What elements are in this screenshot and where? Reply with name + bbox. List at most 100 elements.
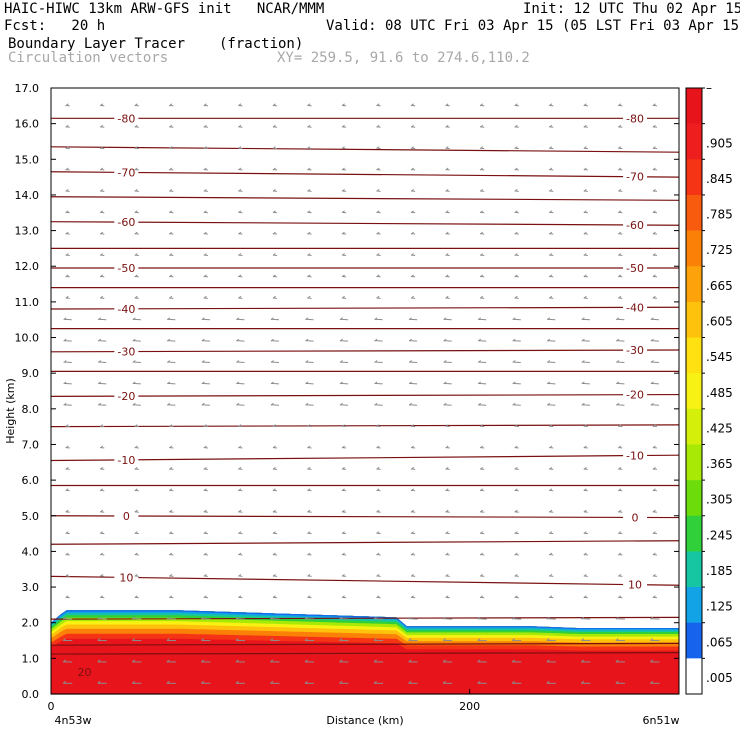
- vector-arrowhead: [166, 616, 170, 620]
- vector-arrowhead: [304, 659, 308, 663]
- vector-arrowhead: [97, 360, 102, 363]
- vector-arrowhead: [650, 680, 654, 684]
- y-tick-label: 3.0: [22, 581, 40, 594]
- contour-label: -40: [626, 301, 644, 314]
- vector-arrow: [409, 318, 418, 321]
- y-tick-label: 12.0: [15, 260, 40, 273]
- vector-arrowhead: [514, 231, 518, 235]
- vector-arrow: [581, 404, 590, 406]
- vector-arrowhead: [341, 445, 345, 449]
- colorbar-swatch: [686, 373, 702, 410]
- vector-arrowhead: [99, 488, 104, 492]
- vector-arrowhead: [305, 381, 309, 385]
- vector-arrowhead: [272, 253, 276, 256]
- vector-arrowhead: [341, 531, 345, 534]
- colorbar-swatch: [686, 587, 702, 624]
- contour-label-bg: [114, 345, 139, 358]
- vector-arrowhead: [203, 488, 207, 492]
- vector-arrowhead: [307, 210, 311, 214]
- vector-arrowhead: [618, 424, 622, 428]
- vector-arrowhead: [166, 680, 170, 684]
- vector-arrowhead: [203, 295, 207, 299]
- vector-arrowhead: [307, 424, 311, 428]
- vector-arrowhead: [339, 402, 343, 406]
- colorbar-label: .005: [706, 671, 733, 685]
- contour-label-bg: [623, 578, 648, 591]
- vector-arrowhead: [511, 680, 516, 684]
- vector-arrowhead: [445, 509, 449, 513]
- vector-arrowhead: [442, 616, 446, 620]
- vector-arrowhead: [376, 124, 380, 128]
- y-tick-label: 6.0: [22, 474, 40, 487]
- vector-arrowhead: [203, 467, 207, 470]
- contour-line: [50, 196, 680, 201]
- vector-arrowhead: [548, 146, 553, 149]
- vector-arrowhead: [307, 188, 311, 192]
- colorbar-swatch: [686, 480, 702, 517]
- vector-arrowhead: [235, 638, 239, 641]
- vector-arrowhead: [583, 552, 587, 556]
- vector-arrowhead: [169, 424, 173, 428]
- vector-arrowhead: [583, 167, 587, 171]
- vector-arrowhead: [445, 552, 449, 556]
- vector-arrowhead: [445, 595, 449, 599]
- vector-arrow: [616, 318, 625, 321]
- contour-line: [50, 575, 680, 586]
- vector-arrowhead: [583, 488, 587, 492]
- vector-arrowhead: [65, 146, 69, 149]
- vector-arrowhead: [514, 424, 518, 428]
- y-tick-label: 2.0: [22, 617, 40, 630]
- vector-arrow: [132, 361, 141, 363]
- vector-arrowhead: [650, 338, 654, 342]
- vector-arrow: [201, 404, 210, 406]
- plot-frame: [50, 87, 680, 695]
- vector-arrowhead: [169, 445, 173, 449]
- vector-arrow: [409, 382, 418, 385]
- vector-arrowhead: [307, 274, 311, 278]
- colorbar-label: .605: [706, 314, 733, 328]
- vector-arrowhead: [442, 680, 446, 684]
- vector-arrowhead: [134, 210, 138, 214]
- vector-arrowhead: [479, 231, 484, 235]
- colorbar-swatch: [686, 159, 702, 196]
- vector-arrow: [340, 361, 349, 363]
- vector-arrowhead: [443, 317, 447, 321]
- vector-arrowhead: [169, 488, 173, 492]
- contour-label-bg: [114, 302, 139, 315]
- vector-arrowhead: [203, 595, 207, 599]
- vector-arrowhead: [650, 638, 654, 641]
- contour-label-bg: [623, 218, 648, 231]
- vector-arrowhead: [652, 552, 656, 556]
- vector-arrowhead: [272, 146, 276, 149]
- vector-arrowhead: [652, 467, 656, 470]
- vector-arrowhead: [65, 124, 69, 128]
- vector-arrow: [63, 318, 72, 321]
- vector-arrowhead: [618, 552, 622, 556]
- vector-arrowhead: [65, 445, 69, 449]
- vector-arrow: [581, 361, 590, 363]
- colorbar-swatch: [686, 88, 702, 124]
- vector-arrowhead: [99, 146, 104, 149]
- vector-arrowhead: [442, 638, 446, 641]
- vector-arrow: [409, 404, 418, 406]
- vector-arrowhead: [307, 531, 311, 534]
- colorbar-label: .365: [706, 457, 733, 471]
- colorbar-swatch: [686, 444, 702, 481]
- vector-arrowhead: [134, 146, 138, 149]
- vector-arrow: [443, 618, 453, 620]
- vector-arrowhead: [408, 338, 412, 342]
- vector-arrow: [581, 382, 590, 385]
- contour-label-bg: [114, 571, 139, 584]
- vector-arrowhead: [341, 146, 345, 149]
- vector-arrowhead: [616, 402, 620, 406]
- vector-arrow: [98, 361, 107, 363]
- colorbar-swatch: [686, 515, 702, 552]
- vector-arrowhead: [581, 659, 585, 663]
- vector-arrowhead: [272, 188, 276, 192]
- vector-arrowhead: [408, 360, 412, 363]
- vector-arrowhead: [650, 317, 654, 321]
- vector-arrowhead: [583, 188, 587, 192]
- vector-arrowhead: [201, 616, 205, 620]
- vector-arrowhead: [583, 274, 587, 278]
